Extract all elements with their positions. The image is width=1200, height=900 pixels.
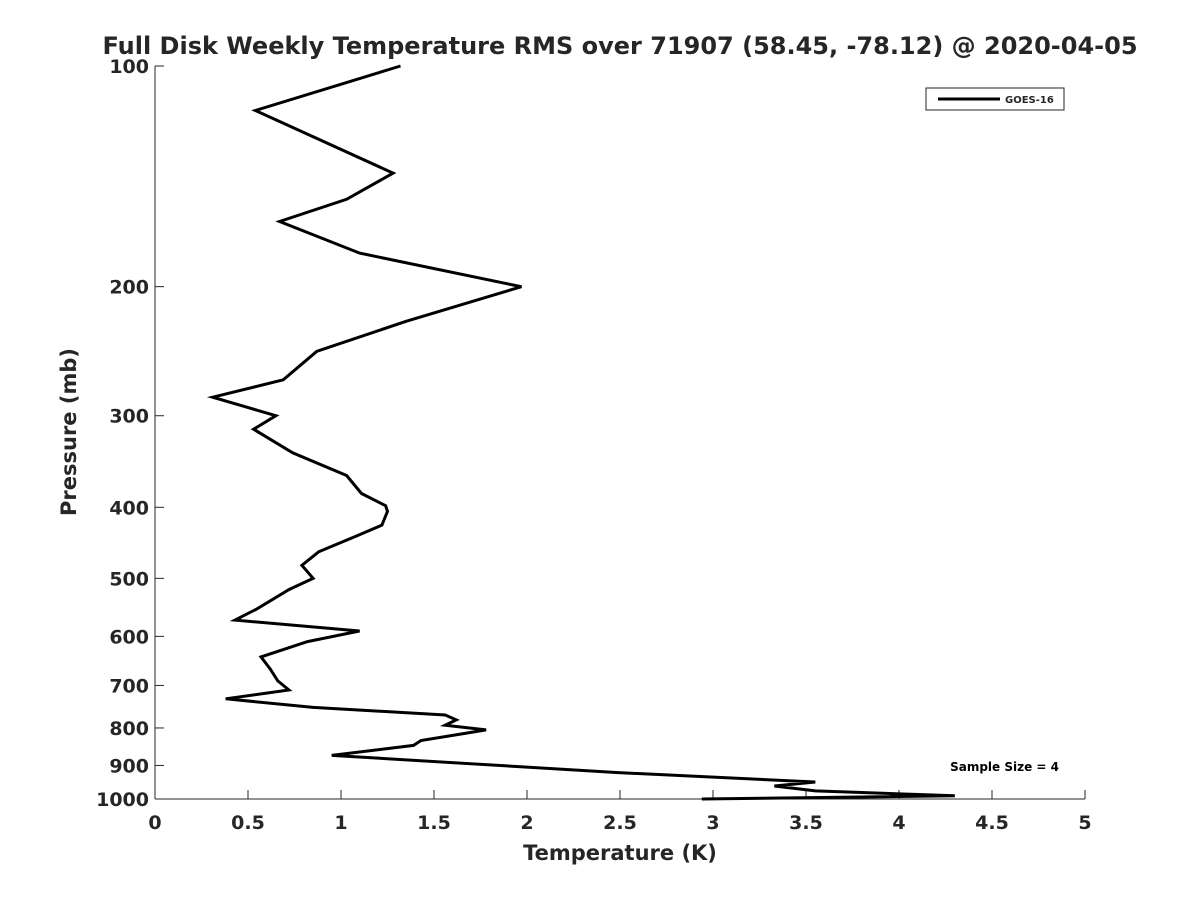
y-axis-label: Pressure (mb) [57,348,81,516]
y-tick-label: 200 [109,277,149,299]
sample-size-annotation: Sample Size = 4 [950,760,1059,774]
x-tick-label: 0.5 [231,812,265,834]
series-line-goes-16 [206,64,955,801]
legend-label-goes-16: GOES-16 [1005,95,1054,106]
x-tick-label: 0 [148,812,161,834]
x-tick-label: 5 [1078,812,1091,834]
legend: GOES-16 [925,87,1065,111]
y-tick-label: 600 [109,626,149,648]
y-tick-label: 800 [109,718,149,740]
x-tick-label: 2 [520,812,533,834]
y-ticks: 100 200 300 400 500 600 700 800 900 1000 [96,56,164,811]
y-tick-label: 500 [109,568,149,590]
x-ticks: 0 0.5 1 1.5 2 2.5 3 3.5 4 4.5 5 [148,790,1092,834]
x-tick-label: 1 [334,812,347,834]
x-tick-label: 1.5 [417,812,451,834]
y-tick-label: 400 [109,497,149,519]
plot-area: 0 0.5 1 1.5 2 2.5 3 3.5 4 4.5 5 100 200 300 400 500 600… [96,56,1092,834]
y-tick-label: 100 [109,56,149,78]
series-layer [206,64,955,801]
x-tick-label: 4.5 [975,812,1009,834]
x-axis-label: Temperature (K) [523,841,717,865]
y-tick-label: 300 [109,406,149,428]
y-tick-label: 900 [109,755,149,777]
x-tick-label: 4 [892,812,905,834]
y-tick-label: 1000 [96,789,149,811]
x-tick-label: 3.5 [789,812,823,834]
chart-title: Full Disk Weekly Temperature RMS over 71… [102,32,1137,60]
x-tick-label: 2.5 [603,812,637,834]
y-tick-label: 700 [109,675,149,697]
x-tick-label: 3 [706,812,719,834]
